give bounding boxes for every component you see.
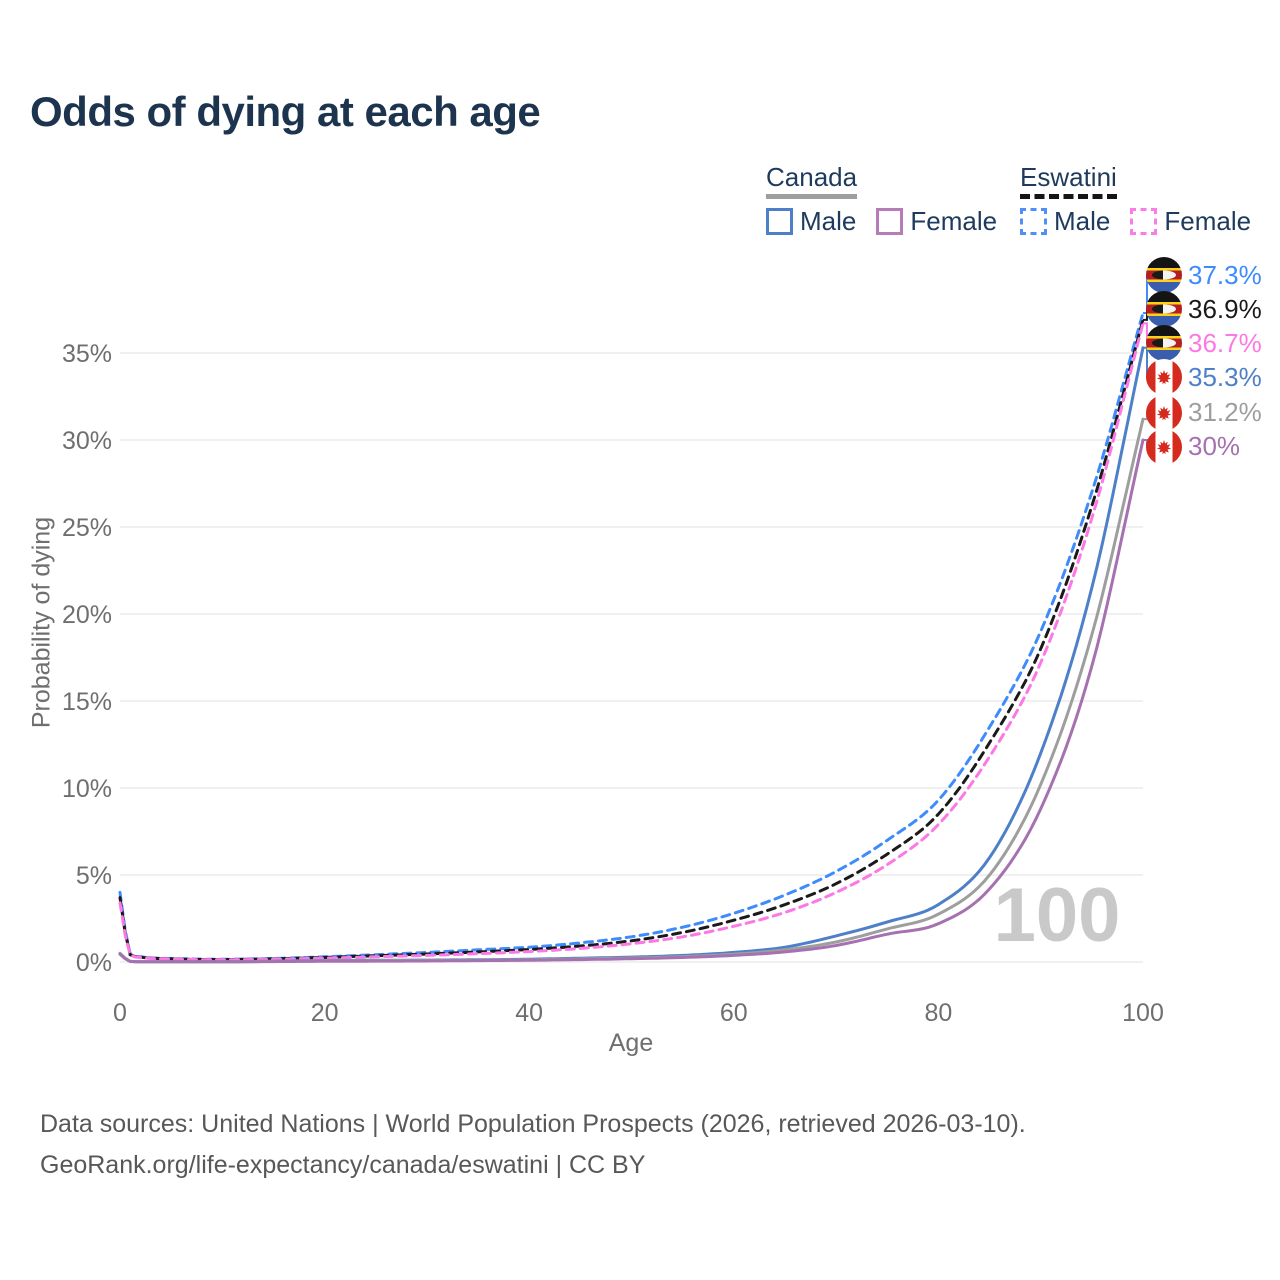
x-tick-label-80: 80 [924, 999, 952, 1027]
end-label-canada-male: 35.3% [1146, 359, 1262, 396]
x-axis-title: Age [609, 1029, 653, 1057]
age-watermark: 100 [994, 873, 1121, 958]
x-tick-label-40: 40 [515, 999, 543, 1027]
end-label-value: 31.2% [1188, 397, 1262, 428]
x-tick-label-60: 60 [720, 999, 748, 1027]
y-tick-label-25: 25% [62, 514, 112, 542]
series-line-canada-female[interactable] [118, 438, 1145, 964]
x-tick-label-100: 100 [1122, 999, 1164, 1027]
series-line-eswatini-female[interactable] [118, 321, 1145, 962]
y-tick-label-30: 30% [62, 427, 112, 455]
end-label-canada: 31.2% [1146, 394, 1262, 431]
maple-leaf-icon [1156, 439, 1172, 454]
legend-item-canada-female[interactable]: Female [876, 206, 997, 237]
axis-ticks: 0% 5% 10% 15% 20% 25% 30% 35% 0 20 40 60 80 100 [62, 340, 1164, 1027]
eswatini-flag-icon [1146, 325, 1182, 362]
series-line-eswatini-male[interactable] [118, 311, 1145, 961]
eswatini-flag-icon [1146, 291, 1182, 328]
series-lines [118, 274, 1151, 964]
y-axis-title: Probability of dying [27, 516, 56, 729]
legend-label-eswatini-female: Female [1164, 206, 1252, 236]
page-title: Odds of dying at each age [30, 88, 541, 135]
legend-swatch-eswatini-female [1130, 208, 1158, 235]
legend-item-canada-male[interactable]: Male [766, 206, 856, 237]
y-tick-label-0: 0% [76, 949, 112, 977]
eswatini-flag-icon [1146, 257, 1182, 294]
y-tick-label-15: 15% [62, 688, 112, 716]
legend-items-canada: Male Female [766, 206, 997, 237]
eswatini-shield [1152, 270, 1176, 280]
legend-items-eswatini: Male Female [1020, 206, 1251, 237]
legend-label-canada-male: Male [800, 206, 857, 236]
end-label-eswatini-male: 37.3% [1146, 257, 1262, 294]
y-tick-label-35: 35% [62, 340, 112, 368]
canada-flag-icon [1146, 428, 1182, 465]
x-tick-label-20: 20 [311, 999, 339, 1027]
legend-label-eswatini-male: Male [1054, 206, 1111, 236]
maple-leaf-icon [1156, 405, 1172, 420]
legend-country-eswatini[interactable]: Eswatini [1020, 162, 1117, 199]
series-line-canada[interactable] [118, 417, 1145, 964]
eswatini-shield [1152, 338, 1176, 348]
legend-group-eswatini: Eswatini Male Female [1020, 162, 1251, 237]
legend-item-eswatini-male[interactable]: Male [1020, 206, 1110, 237]
end-label-value: 37.3% [1188, 259, 1262, 290]
canada-flag-icon [1146, 359, 1182, 396]
footer-sources: Data sources: United Nations | World Pop… [40, 1110, 1026, 1138]
y-tick-label-20: 20% [62, 601, 112, 629]
end-label-canada-female: 30% [1146, 428, 1241, 465]
legend-group-canada: Canada Male Female [766, 162, 997, 237]
legend-swatch-canada-female [876, 208, 904, 235]
x-tick-label-0: 0 [113, 999, 127, 1027]
end-label-eswatini-female: 36.7% [1146, 325, 1262, 362]
legend-label-canada-female: Female [910, 206, 998, 236]
canada-flag-icon [1146, 394, 1182, 431]
end-label-eswatini: 36.9% [1146, 291, 1262, 328]
footer-attribution: GeoRank.org/life-expectancy/canada/eswat… [40, 1151, 646, 1179]
end-label-value: 36.9% [1188, 293, 1262, 324]
footer: Data sources: United Nations | World Pop… [40, 1104, 1026, 1186]
series-line-eswatini[interactable] [118, 318, 1145, 962]
end-label-value: 30% [1188, 431, 1241, 462]
legend-swatch-canada-male [766, 208, 793, 235]
y-tick-label-10: 10% [62, 775, 112, 803]
y-tick-label-5: 5% [76, 862, 112, 890]
maple-leaf-icon [1156, 369, 1172, 385]
eswatini-shield [1152, 304, 1176, 314]
legend-item-eswatini-female[interactable]: Female [1130, 206, 1251, 237]
gridlines [120, 352, 1143, 963]
end-label-value: 35.3% [1188, 361, 1262, 392]
legend-country-canada[interactable]: Canada [766, 162, 858, 199]
legend-swatch-eswatini-male [1020, 208, 1047, 235]
end-label-value: 36.7% [1188, 327, 1262, 358]
